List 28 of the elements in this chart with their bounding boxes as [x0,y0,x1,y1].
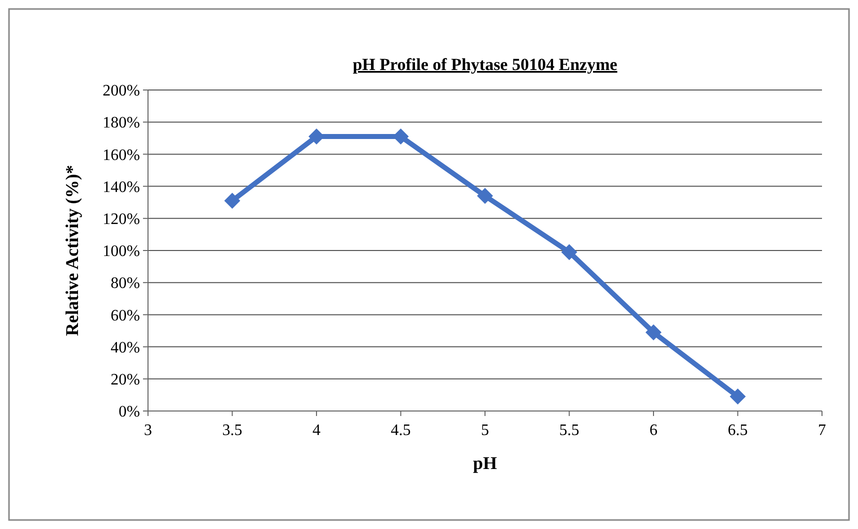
x-tick-label: 4.5 [390,422,411,439]
x-tick-label: 6.5 [728,422,748,439]
x-tick-label: 7 [818,422,826,439]
x-tick-label: 5 [481,422,489,439]
x-tick-label: 3 [144,422,152,439]
y-tick-label: 200% [102,82,140,100]
x-tick-label: 5.5 [559,422,580,439]
point [730,388,746,405]
y-tick-label: 0% [118,404,140,421]
point [477,188,493,204]
point [224,192,240,209]
y-tick-label: 100% [102,243,140,260]
x-tick-label: 3.5 [222,422,242,439]
y-tick-label: 80% [110,275,140,292]
y-tick-label: 60% [110,307,140,324]
point [646,324,662,340]
y-tick-label: 180% [102,114,140,132]
x-axis-title: pH [472,453,498,473]
y-tick-label: 20% [110,372,140,388]
y-tick-label: 40% [110,339,140,356]
y-tick-label: 120% [102,211,140,228]
y-tick-label: 160% [102,146,140,164]
y-tick-label: 140% [102,178,140,196]
chart-title: pH Profile of Phytase 50104 Enzyme [352,55,618,74]
x-tick-label: 4 [312,422,320,439]
y-axis-title: Relative Activity (%)* [62,165,82,336]
point [561,244,578,260]
x-tick-label: 6 [650,422,658,439]
